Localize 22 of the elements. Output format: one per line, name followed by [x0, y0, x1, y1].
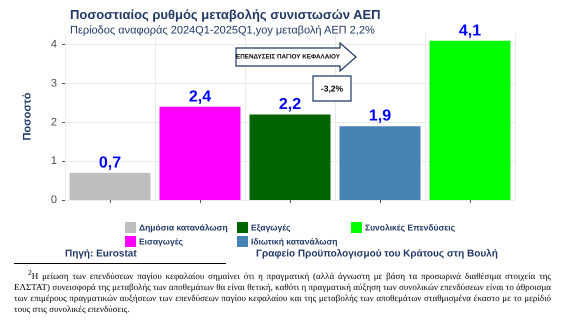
text: Πηγή: Eurostat — [65, 248, 138, 260]
legend-label: Εισαγωγές — [139, 236, 184, 246]
legend-label: Συνολικές Επενδύσεις — [365, 222, 456, 232]
text: Γραφείο Προϋπολογισμού του Κράτους στη Βουλή — [256, 248, 498, 260]
data-label: 4,1 — [458, 22, 482, 40]
legend-label: Εξαγωγές — [251, 222, 292, 232]
y-tick-label: 0 — [50, 194, 57, 206]
chart-subtitle: Περίοδος αναφοράς 2024Q1-2025Q1,yoy μεταβολή ΑΕΠ 2,2% — [70, 24, 375, 36]
data-label: 2,2 — [278, 96, 302, 114]
data-label: 0,7 — [98, 154, 122, 172]
data-label: 2,4 — [188, 88, 212, 106]
chart-title: Ποσοστιαίος ρυθμός μεταβολής συνιστωσών ΑΕΠ — [70, 7, 381, 22]
data-label: 1,9 — [368, 108, 392, 125]
y-tick-label: 4 — [50, 38, 57, 51]
annotation: -3,2% — [320, 84, 344, 94]
y-axis-title: Ποσοστό — [22, 92, 34, 141]
y-tick-label: 1 — [50, 155, 57, 168]
y-tick-label: 2 — [50, 116, 57, 128]
legend-label: Δημόσια κατανάλωση — [139, 222, 228, 232]
y-tick-label: 3 — [50, 77, 57, 90]
legend-label: Ιδιωτική κατανάλωση — [251, 236, 338, 246]
text: $^{2}$Η μείωση των επενδύσεων παγίου κεφαλαίου σημαίνει ότι η πραγματική (αλλά άγνωστη με βάση τα προσωρινά διαθέσιμα στοιχεία της ΕΛΣΤΑΤ) συνεισφορά της μεταβολής των αποθεμάτων θα είναι θετική, καθότι η πραγματική αύξηση των συνολικών επενδύσεων είναι το άθροισμα των επιμέρους πραγματικών αυξήσεων των επενδύσεων παγίου κεφαλαίου και της μεταβολής των αποθεμάτων σταθμισμένα έκαστο με το μερίδιό τους στις συνολικές επενδύσεις. — [14, 267, 551, 315]
